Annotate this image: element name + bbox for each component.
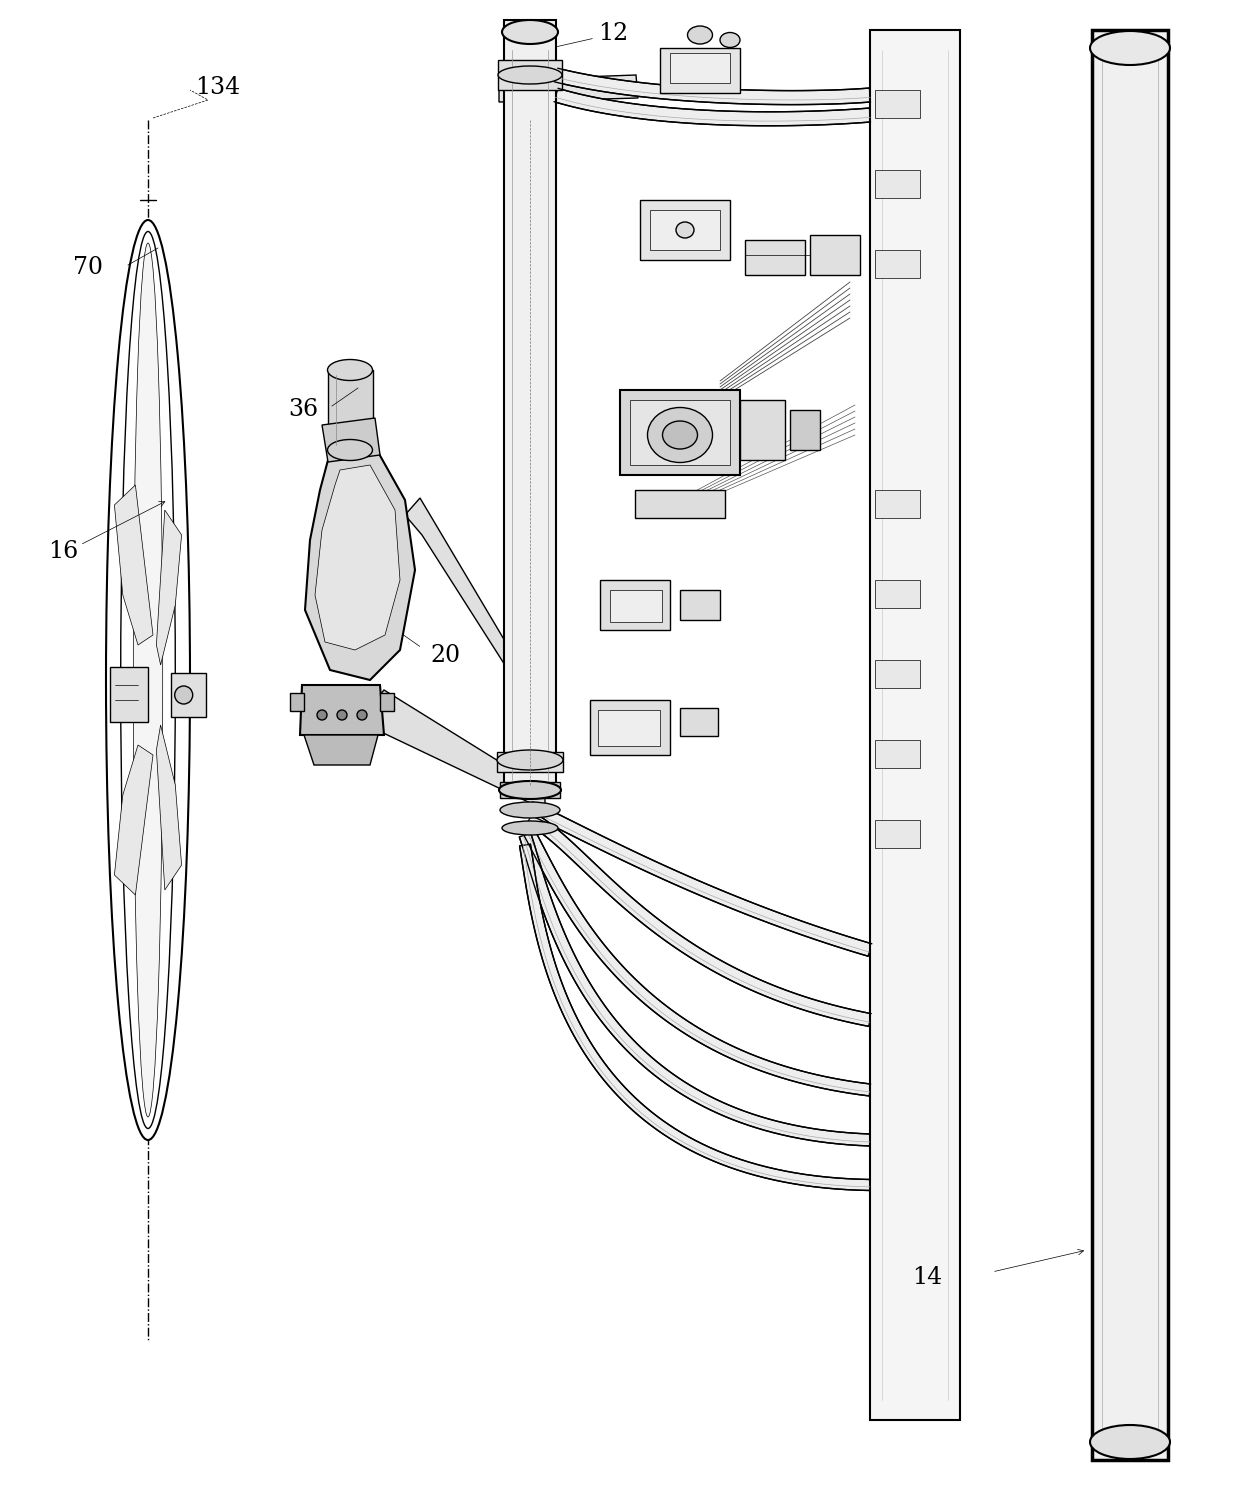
- Polygon shape: [327, 369, 372, 449]
- Bar: [110, 667, 149, 722]
- Bar: [600, 581, 670, 630]
- Ellipse shape: [337, 710, 347, 719]
- Bar: [810, 235, 861, 274]
- Text: 16: 16: [48, 540, 78, 564]
- Bar: [875, 90, 920, 118]
- Ellipse shape: [327, 359, 372, 380]
- Ellipse shape: [357, 710, 367, 719]
- Polygon shape: [305, 452, 415, 680]
- Bar: [640, 201, 730, 259]
- Ellipse shape: [175, 686, 192, 704]
- Bar: [875, 250, 920, 277]
- Polygon shape: [520, 832, 870, 1146]
- Polygon shape: [527, 813, 872, 1027]
- Bar: [620, 391, 740, 475]
- Bar: [670, 53, 730, 83]
- Polygon shape: [520, 844, 870, 1190]
- Ellipse shape: [687, 26, 713, 44]
- Polygon shape: [300, 685, 384, 734]
- Ellipse shape: [498, 66, 562, 84]
- Polygon shape: [498, 75, 639, 103]
- Text: 70: 70: [73, 256, 103, 279]
- Polygon shape: [498, 60, 562, 90]
- Bar: [680, 707, 718, 736]
- Bar: [171, 673, 206, 716]
- Bar: [875, 661, 920, 688]
- Polygon shape: [156, 510, 181, 665]
- Polygon shape: [315, 464, 401, 650]
- Ellipse shape: [327, 439, 372, 460]
- Ellipse shape: [1090, 1425, 1171, 1460]
- Ellipse shape: [105, 220, 190, 1140]
- Text: 134: 134: [195, 77, 241, 100]
- Polygon shape: [1092, 30, 1168, 1460]
- Polygon shape: [304, 734, 378, 765]
- Polygon shape: [527, 802, 872, 956]
- Ellipse shape: [1090, 32, 1171, 65]
- Bar: [635, 490, 725, 519]
- Ellipse shape: [500, 802, 560, 817]
- Ellipse shape: [647, 407, 713, 463]
- Text: 12: 12: [598, 21, 629, 45]
- Bar: [740, 400, 785, 460]
- Ellipse shape: [676, 222, 694, 238]
- Polygon shape: [503, 20, 556, 790]
- Polygon shape: [405, 498, 539, 719]
- Bar: [660, 48, 740, 93]
- Ellipse shape: [498, 781, 560, 799]
- Text: 20: 20: [430, 644, 460, 667]
- Bar: [598, 710, 660, 746]
- Bar: [379, 694, 394, 710]
- Polygon shape: [372, 691, 546, 810]
- Ellipse shape: [317, 710, 327, 719]
- Ellipse shape: [502, 20, 558, 44]
- Polygon shape: [156, 725, 181, 890]
- Bar: [630, 400, 730, 464]
- Text: 36: 36: [288, 398, 319, 422]
- Ellipse shape: [120, 232, 175, 1128]
- Bar: [875, 581, 920, 608]
- Polygon shape: [554, 89, 870, 125]
- Bar: [590, 700, 670, 756]
- Ellipse shape: [662, 421, 697, 449]
- Polygon shape: [114, 486, 153, 645]
- Polygon shape: [114, 745, 153, 896]
- Bar: [745, 240, 805, 274]
- Bar: [875, 820, 920, 847]
- Bar: [610, 590, 662, 621]
- Ellipse shape: [497, 749, 563, 771]
- Bar: [875, 740, 920, 768]
- Polygon shape: [322, 418, 379, 461]
- Bar: [875, 490, 920, 519]
- Ellipse shape: [134, 243, 162, 1117]
- Bar: [290, 694, 304, 710]
- Polygon shape: [554, 68, 870, 104]
- Bar: [875, 170, 920, 198]
- Polygon shape: [497, 752, 563, 772]
- Bar: [680, 590, 720, 620]
- Text: 14: 14: [911, 1267, 942, 1289]
- Bar: [790, 410, 820, 449]
- Polygon shape: [520, 822, 870, 1096]
- Polygon shape: [870, 30, 960, 1421]
- Ellipse shape: [720, 33, 740, 47]
- Polygon shape: [500, 783, 560, 798]
- Ellipse shape: [502, 820, 558, 835]
- Bar: [650, 210, 720, 250]
